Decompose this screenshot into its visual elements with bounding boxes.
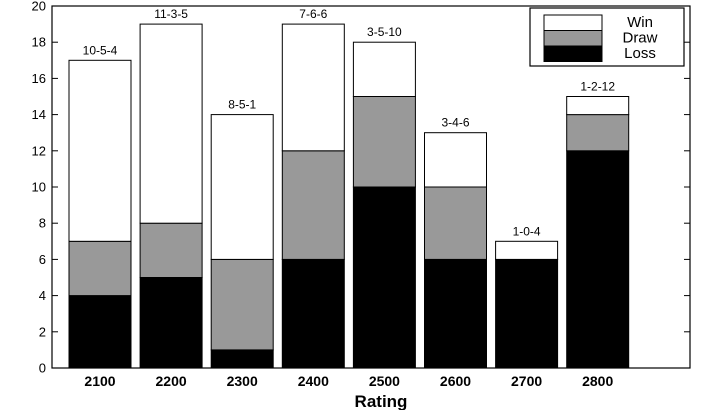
bar-win-2700 xyxy=(495,240,559,260)
bar-draw-2800 xyxy=(566,114,630,152)
bar-total-label: 1-0-4 xyxy=(513,224,541,238)
y-tick-label: 14 xyxy=(32,107,46,122)
legend-swatch-draw xyxy=(543,30,603,47)
y-tick-label: 2 xyxy=(39,324,46,339)
y-tick-label: 12 xyxy=(32,143,46,158)
bar-win-2500 xyxy=(352,41,416,97)
bar-win-2300 xyxy=(210,114,274,260)
y-axis: 0 2 4 6 8 10 12 14 16 18 20 xyxy=(32,0,690,376)
bars-group xyxy=(68,23,630,369)
bar-total-label: 11-3-5 xyxy=(154,7,188,21)
x-tick-label: 2800 xyxy=(582,373,613,389)
legend-label-draw: Draw xyxy=(622,30,657,47)
y-tick-label: 4 xyxy=(39,288,46,303)
bar-draw-2100 xyxy=(68,240,132,297)
bar-loss-2400 xyxy=(281,258,345,369)
bar-win-2200 xyxy=(139,23,203,224)
bar-labels: 10-5-4 11-3-5 8-5-1 7-6-6 3-5-10 3-4-6 1-0-4 1-… xyxy=(83,7,616,238)
x-tick-label: 2400 xyxy=(298,373,329,389)
bar-draw-2500 xyxy=(352,96,416,188)
bar-draw-2200 xyxy=(139,222,203,278)
y-tick-label: 20 xyxy=(32,0,46,14)
x-tick-label: 2100 xyxy=(84,373,115,389)
bar-total-label: 7-6-6 xyxy=(299,7,327,21)
x-tick-label: 2300 xyxy=(227,373,258,389)
y-tick-label: 0 xyxy=(39,361,46,376)
bar-win-2400 xyxy=(281,23,345,152)
bar-total-label: 8-5-1 xyxy=(228,98,256,112)
plot-frame xyxy=(51,5,691,369)
bar-loss-2700 xyxy=(495,258,559,369)
bar-loss-2200 xyxy=(139,277,203,369)
bar-draw-2400 xyxy=(281,150,345,260)
x-tick-label: 2500 xyxy=(369,373,400,389)
x-tick-label: 2600 xyxy=(440,373,471,389)
bar-loss-2500 xyxy=(352,186,416,369)
legend-swatch-loss xyxy=(543,45,603,62)
y-tick-label: 16 xyxy=(32,71,46,86)
legend-swatch-win xyxy=(543,14,603,31)
y-tick-label: 8 xyxy=(39,216,46,231)
bar-total-label: 1-2-12 xyxy=(580,80,615,94)
x-tick-label: 2700 xyxy=(511,373,542,389)
y-tick-label: 18 xyxy=(32,35,46,50)
x-tick-label: 2200 xyxy=(156,373,187,389)
bar-loss-2100 xyxy=(68,295,132,369)
bar-draw-2600 xyxy=(424,186,487,260)
bar-win-2800 xyxy=(566,96,630,116)
bar-total-label: 3-4-6 xyxy=(441,116,469,130)
legend-label-win: Win xyxy=(627,14,653,31)
y-tick-label: 10 xyxy=(32,180,46,195)
legend-label-loss: Loss xyxy=(624,45,656,62)
bar-total-label: 10-5-4 xyxy=(83,43,118,57)
bar-loss-2600 xyxy=(424,258,487,369)
bar-loss-2800 xyxy=(566,150,630,369)
bar-win-2600 xyxy=(424,132,487,188)
x-axis-title: Rating xyxy=(355,392,408,410)
bar-draw-2300 xyxy=(210,258,274,351)
bar-win-2100 xyxy=(68,59,132,242)
x-axis: 2100 2200 2300 2400 2500 2600 2700 2800 xyxy=(84,362,613,389)
bar-total-label: 3-5-10 xyxy=(367,25,402,39)
y-tick-label: 6 xyxy=(39,252,46,267)
